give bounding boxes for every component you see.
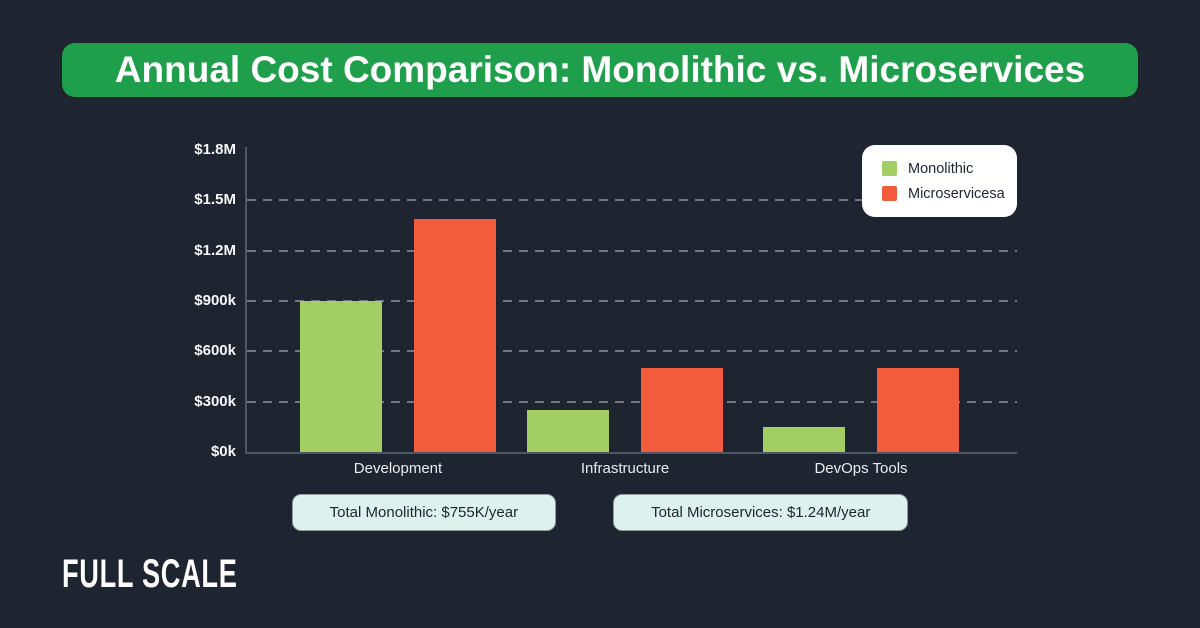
- legend-item-microservices: Microservicesa: [882, 186, 1017, 202]
- y-axis-tick-1.2m: $1.2M: [194, 241, 236, 259]
- gridline: [247, 249, 1017, 252]
- legend-item-monolithic: Monolithic: [882, 161, 1017, 177]
- y-axis-tick-1.5m: $1.5M: [194, 191, 236, 209]
- gridline: [247, 300, 1017, 302]
- x-axis-label-infrastructure: Infrastructure: [580, 460, 670, 477]
- gridline: [247, 199, 1017, 202]
- gridline: [247, 350, 1017, 353]
- legend-label-microservices: Microservicesa: [908, 185, 1005, 202]
- chart-legend: Monolithic Microservicesa: [862, 145, 1017, 217]
- y-axis-line: [245, 147, 247, 454]
- x-axis-line: [245, 452, 1017, 454]
- total-microservices-badge: Total Microservices: $1.24M/year: [613, 494, 909, 531]
- y-axis-tick-0k: $0k: [210, 443, 236, 460]
- bar-monolithic-development: [300, 301, 382, 452]
- bar-microservicesa-development: [414, 218, 496, 452]
- totals-row: Total Monolithic: $755K/year Total Micro…: [0, 494, 1200, 531]
- y-axis-tick-1.8m: $1.8M: [194, 141, 236, 158]
- legend-label-monolithic: Monolithic: [908, 160, 974, 177]
- bar-microservicesa-infrastructure: [641, 368, 723, 452]
- y-axis-tick-600k: $600k: [194, 342, 236, 360]
- gridline: [247, 400, 1017, 403]
- bar-microservicesa-devops-tools: [877, 368, 959, 452]
- bar-monolithic-devops-tools: [763, 426, 845, 452]
- x-axis-label-devops-tools: DevOps Tools: [814, 460, 908, 477]
- y-axis-tick-300k: $300k: [194, 392, 236, 410]
- microservices-color-swatch: [882, 186, 897, 201]
- title-banner: Annual Cost Comparison: Monolithic vs. M…: [62, 43, 1138, 97]
- y-axis-tick-900k: $900k: [194, 292, 236, 309]
- page-title: Annual Cost Comparison: Monolithic vs. M…: [114, 49, 1086, 90]
- monolithic-color-swatch: [882, 161, 897, 176]
- x-axis-label-development: Development: [353, 460, 443, 477]
- total-monolithic-badge: Total Monolithic: $755K/year: [291, 494, 557, 531]
- bar-monolithic-infrastructure: [527, 410, 609, 452]
- full-scale-logo: FULL SCALE: [62, 552, 238, 596]
